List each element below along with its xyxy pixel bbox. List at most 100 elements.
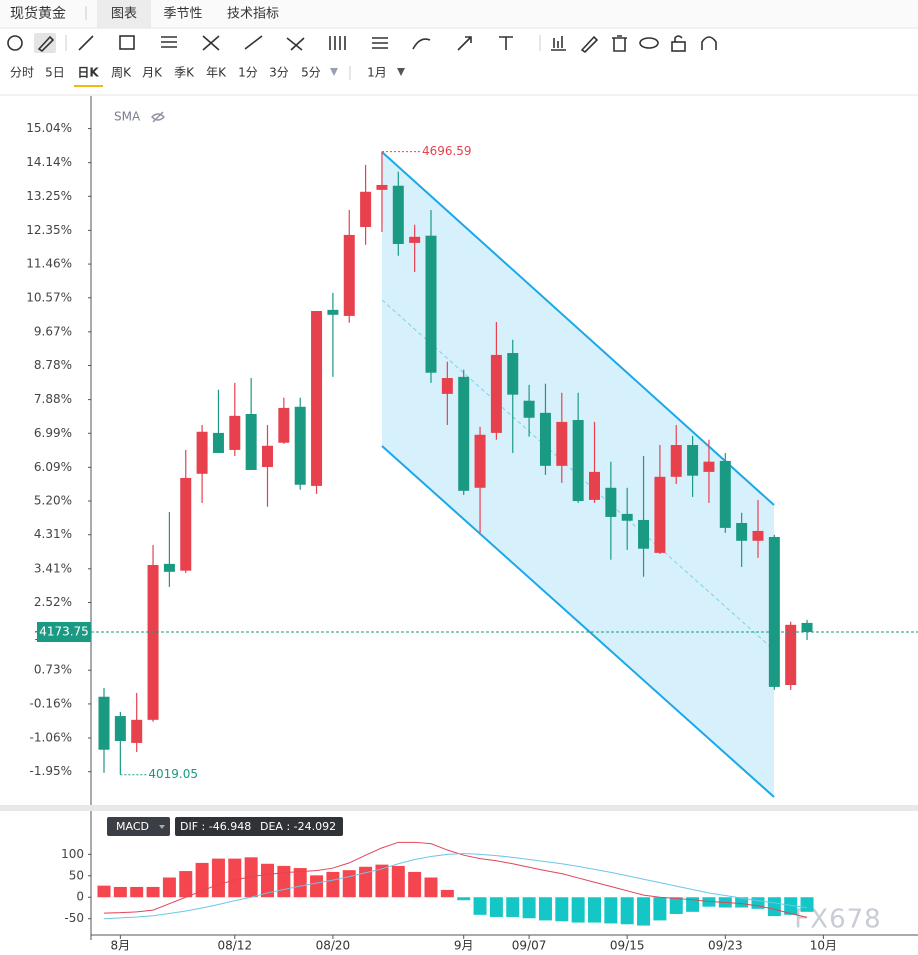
icon[interactable] <box>639 37 659 49</box>
icon[interactable] <box>37 35 55 53</box>
y-tick-label: 7.88% <box>34 392 72 406</box>
tab[interactable]: 图表 <box>111 7 137 22</box>
indicator-badge[interactable] <box>107 817 170 836</box>
period-button[interactable]: 日K <box>77 66 99 80</box>
y-tick-label: -1.95% <box>30 764 72 778</box>
y-tick-label: -50 <box>64 911 84 925</box>
macd-bar <box>326 871 340 898</box>
icon[interactable] <box>499 36 513 50</box>
candle-body <box>180 477 192 571</box>
macd-bar <box>195 862 209 898</box>
y-tick-label: 14.14% <box>26 155 72 169</box>
icon[interactable] <box>329 36 346 50</box>
candle-body <box>539 412 551 466</box>
symbol: 现货黄金 <box>10 5 66 22</box>
icon[interactable] <box>7 35 23 51</box>
dropdown-arrow[interactable] <box>159 825 165 829</box>
candle-body <box>278 407 290 443</box>
period-button[interactable]: 月K <box>142 66 163 80</box>
period-button[interactable]: 1分 <box>238 66 258 80</box>
candle-body <box>360 191 372 227</box>
tab[interactable]: 季节性 <box>163 7 202 22</box>
candle-body <box>131 719 143 743</box>
period-button[interactable]: 5分 <box>301 66 321 80</box>
icon[interactable] <box>457 36 472 51</box>
macd-bar <box>457 897 471 901</box>
macd-bar <box>293 868 307 898</box>
icon[interactable] <box>612 35 627 52</box>
macd-bar <box>686 897 700 912</box>
macd-bar <box>179 871 193 898</box>
x-tick-label: 8月 <box>111 939 131 953</box>
x-tick-label: 08/20 <box>316 939 351 953</box>
icon[interactable] <box>701 36 717 50</box>
macd-bar <box>800 897 814 912</box>
dropdown-arrow[interactable] <box>397 68 405 76</box>
period-button[interactable]: 年K <box>206 66 227 80</box>
drawing-toolbar <box>7 33 717 54</box>
candle-body <box>245 413 257 470</box>
macd-bar <box>146 886 160 898</box>
icon[interactable] <box>78 35 94 51</box>
icon[interactable] <box>119 35 135 50</box>
interval-select[interactable]: 1月 <box>367 66 387 80</box>
candle-body <box>311 311 323 486</box>
y-tick-label: 9.67% <box>34 324 72 338</box>
icon[interactable] <box>372 37 388 49</box>
icon[interactable] <box>580 35 599 54</box>
tab[interactable]: 技术指标 <box>227 7 279 22</box>
y-tick-label: 6.99% <box>34 426 72 440</box>
macd-bar <box>277 865 291 898</box>
candle-body <box>474 434 486 488</box>
icon[interactable] <box>202 35 220 51</box>
x-tick-label: 08/12 <box>218 939 253 953</box>
top-bar <box>0 0 918 28</box>
icon[interactable] <box>671 41 686 52</box>
icon[interactable] <box>244 35 263 50</box>
candle-body <box>801 622 813 633</box>
candle-body <box>163 563 175 572</box>
visibility-icon[interactable] <box>151 111 165 123</box>
macd-bar <box>653 897 667 921</box>
macd-bar <box>391 865 405 898</box>
candle-body <box>621 513 633 521</box>
icon[interactable] <box>551 36 566 51</box>
period-button[interactable]: 分时 <box>10 66 34 80</box>
indicator-value: DEA : -24.092 <box>260 820 336 833</box>
icon[interactable] <box>161 36 177 48</box>
period-button[interactable]: 3分 <box>269 66 289 80</box>
y-tick-label: 100 <box>61 847 84 861</box>
macd-bar <box>620 897 634 925</box>
candle-body <box>768 536 780 687</box>
candle-body <box>294 406 306 485</box>
candle-body <box>409 236 421 243</box>
candle-body <box>262 445 273 467</box>
macd-bar <box>261 863 274 898</box>
icon[interactable] <box>286 37 305 51</box>
icon[interactable] <box>674 35 683 42</box>
x-tick-label: 09/23 <box>708 939 743 953</box>
macd-bar <box>130 886 144 898</box>
candle-body <box>229 415 241 450</box>
macd-bar <box>228 858 242 898</box>
candle-body <box>441 378 453 394</box>
candle-body <box>425 235 437 373</box>
indicator-name[interactable]: MACD <box>116 820 149 833</box>
period-button[interactable]: 季K <box>174 66 195 80</box>
last-price-tag <box>37 622 91 643</box>
icon[interactable] <box>412 38 431 50</box>
period-button[interactable]: 周K <box>111 66 132 80</box>
macd-bar <box>342 870 356 898</box>
period-button[interactable]: 5日 <box>45 66 65 80</box>
candle-body <box>572 420 584 502</box>
dropdown-arrow[interactable] <box>330 68 338 76</box>
macd-bar <box>669 897 683 914</box>
candle-body <box>687 445 699 476</box>
y-tick-label: 0 <box>76 890 84 904</box>
candle-body <box>327 309 339 315</box>
macd-bar <box>162 877 176 898</box>
channel-line <box>381 445 775 798</box>
macd-bar <box>489 897 503 917</box>
y-tick-label: 12.35% <box>26 223 72 237</box>
indicator-label: SMA <box>114 110 141 124</box>
